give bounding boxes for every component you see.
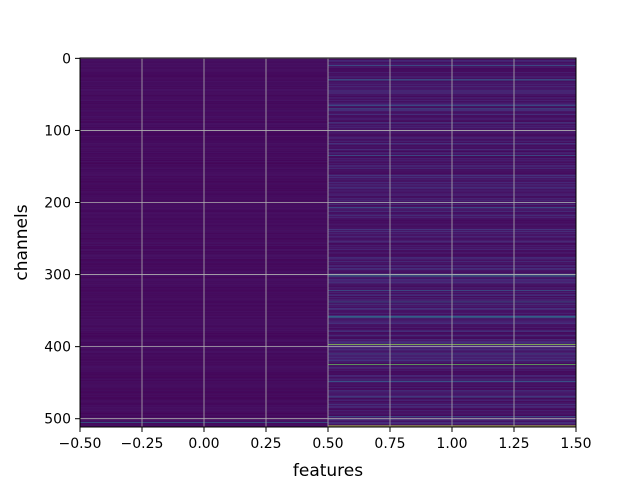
x-tick-label: −0.50	[59, 436, 102, 452]
x-tick-label: 0.50	[312, 436, 343, 452]
y-tick-label: 500	[44, 412, 71, 428]
y-tick-label: 100	[44, 123, 71, 139]
y-tick-label: 0	[62, 51, 71, 67]
x-tick-label: 1.25	[498, 436, 529, 452]
x-tick-label: 0.00	[188, 436, 219, 452]
y-tick-label: 400	[44, 340, 71, 356]
x-tick-label: −0.25	[121, 436, 164, 452]
x-tick-label: 0.25	[250, 436, 281, 452]
x-tick-label: 0.75	[374, 436, 405, 452]
y-axis-label: channels	[12, 204, 32, 280]
y-axis-ticks: 0 100 200 300 400 500	[44, 51, 80, 428]
x-axis-ticks: −0.50 −0.25 0.00 0.25 0.50 0.75 1.00 1.25 1.50	[59, 427, 592, 452]
x-axis-label: features	[293, 461, 363, 480]
x-tick-label: 1.00	[436, 436, 467, 452]
y-tick-label: 200	[44, 196, 71, 212]
y-tick-label: 300	[44, 268, 71, 284]
x-tick-label: 1.50	[560, 436, 591, 452]
